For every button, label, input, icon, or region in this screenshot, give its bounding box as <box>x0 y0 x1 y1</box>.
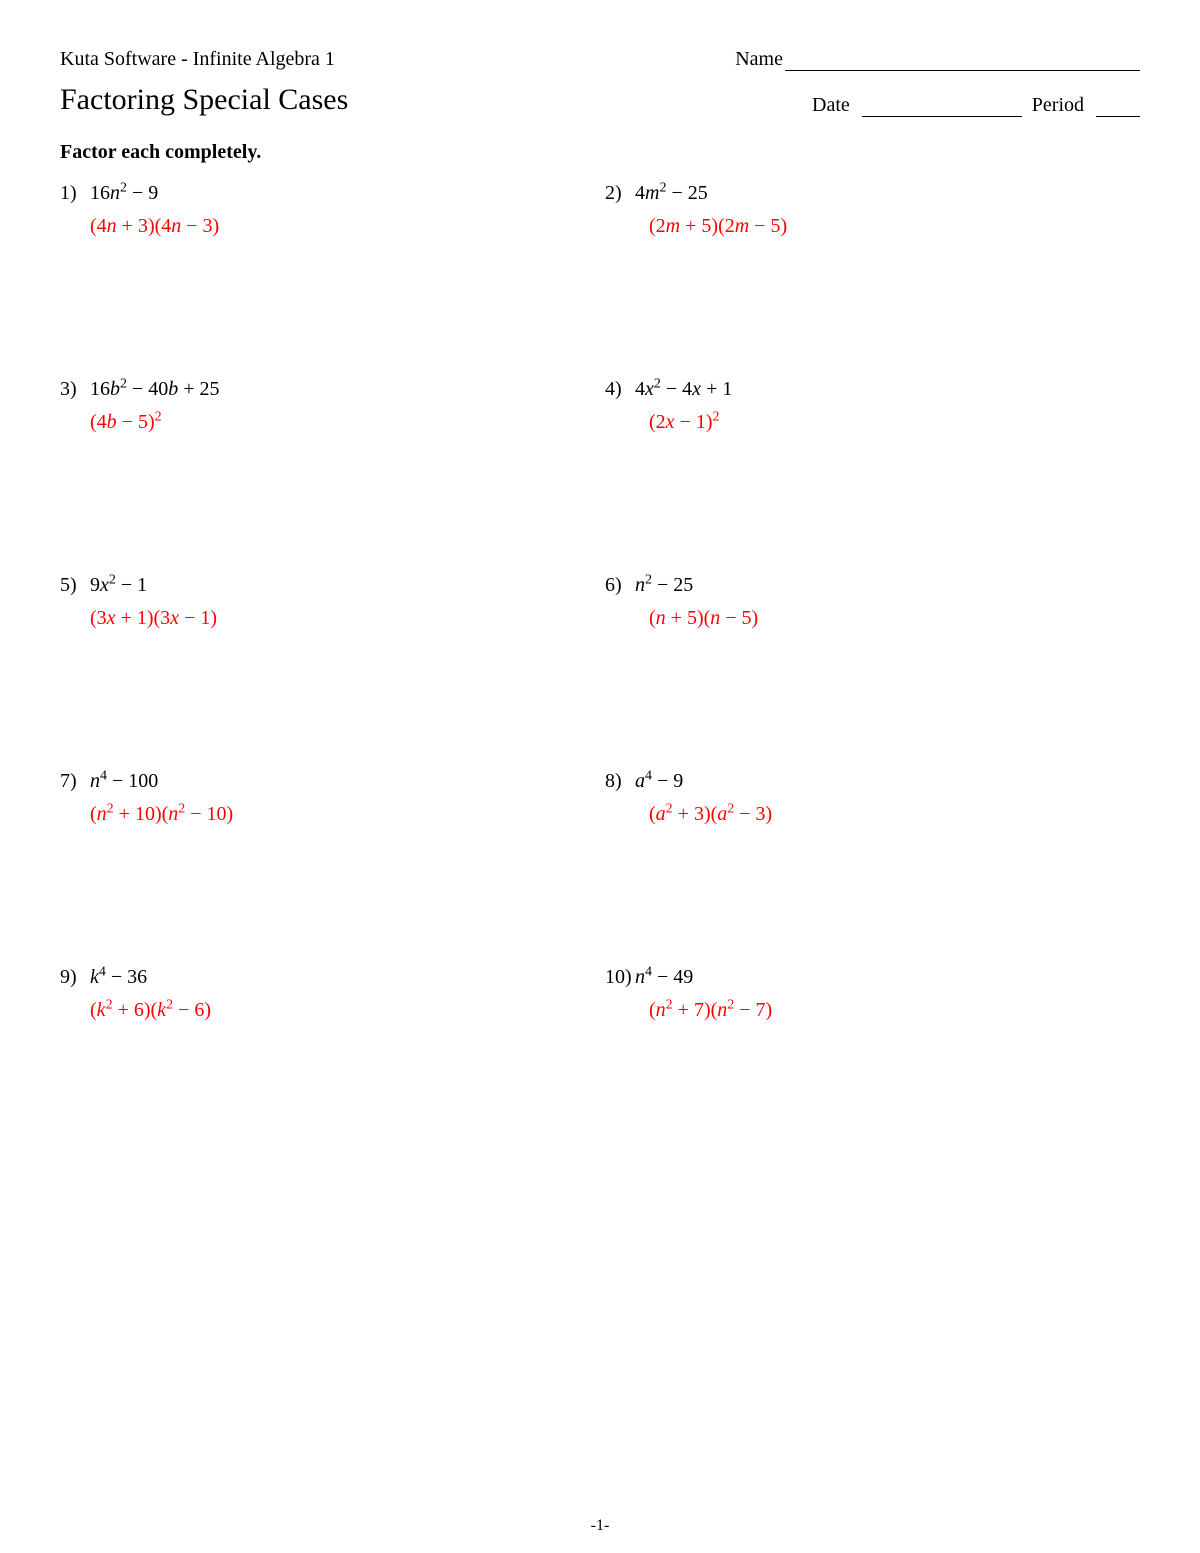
page-number: -1- <box>0 1517 1200 1535</box>
date-blank[interactable] <box>862 96 1022 117</box>
problem-expression: 16b2 − 40b + 25 <box>90 378 220 401</box>
problem-answer: (4b − 5)2 <box>90 411 595 434</box>
problem-number: 6) <box>605 574 635 597</box>
problem-answer: (a2 + 3)(a2 − 3) <box>649 803 1140 826</box>
problem: 7)n4 − 100 (n2 + 10)(n2 − 10) <box>60 770 595 826</box>
date-label: Date <box>812 94 850 117</box>
problem-expression: k4 − 36 <box>90 966 147 989</box>
problem: 9)k4 − 36 (k2 + 6)(k2 − 6) <box>60 966 595 1022</box>
problem-number: 8) <box>605 770 635 793</box>
problem-expression: n4 − 100 <box>90 770 158 793</box>
name-blank[interactable] <box>785 50 1140 71</box>
question-line: 6)n2 − 25 <box>605 574 1140 597</box>
problem-expression: 9x2 − 1 <box>90 574 147 597</box>
problem-number: 10) <box>605 966 635 989</box>
problem: 5)9x2 − 1 (3x + 1)(3x − 1) <box>60 574 595 630</box>
page-title: Factoring Special Cases <box>60 83 348 117</box>
problem-answer: (k2 + 6)(k2 − 6) <box>90 999 595 1022</box>
software-name: Kuta Software - Infinite Algebra 1 <box>60 48 335 71</box>
problem: 10)n4 − 49 (n2 + 7)(n2 − 7) <box>605 966 1140 1022</box>
problem: 8)a4 − 9 (a2 + 3)(a2 − 3) <box>605 770 1140 826</box>
question-line: 9)k4 − 36 <box>60 966 595 989</box>
problem-number: 3) <box>60 378 90 401</box>
problem-number: 4) <box>605 378 635 401</box>
problem-expression: n2 − 25 <box>635 574 693 597</box>
problem-answer: (2m + 5)(2m − 5) <box>649 215 1140 238</box>
period-blank[interactable] <box>1096 96 1140 117</box>
problem: 3)16b2 − 40b + 25 (4b − 5)2 <box>60 378 595 434</box>
name-label: Name <box>735 48 783 71</box>
question-line: 1)16n2 − 9 <box>60 182 595 205</box>
problem-answer: (n2 + 7)(n2 − 7) <box>649 999 1140 1022</box>
problem-expression: 4x2 − 4x + 1 <box>635 378 732 401</box>
problem-answer: (4n + 3)(4n − 3) <box>90 215 595 238</box>
question-line: 2)4m2 − 25 <box>605 182 1140 205</box>
question-line: 5)9x2 − 1 <box>60 574 595 597</box>
name-field-group: Name <box>735 48 1140 71</box>
problem-expression: a4 − 9 <box>635 770 683 793</box>
instructions: Factor each completely. <box>60 141 1140 164</box>
problem-number: 9) <box>60 966 90 989</box>
problem: 2)4m2 − 25 (2m + 5)(2m − 5) <box>605 182 1140 238</box>
header-row: Kuta Software - Infinite Algebra 1 Name <box>60 48 1140 71</box>
problem-number: 1) <box>60 182 90 205</box>
problem: 1)16n2 − 9 (4n + 3)(4n − 3) <box>60 182 595 238</box>
problem-answer: (n + 5)(n − 5) <box>649 607 1140 630</box>
problem-number: 2) <box>605 182 635 205</box>
problem-answer: (3x + 1)(3x − 1) <box>90 607 595 630</box>
date-period-group: Date Period <box>812 94 1140 117</box>
problem-answer: (2x − 1)2 <box>649 411 1140 434</box>
problem-expression: n4 − 49 <box>635 966 693 989</box>
period-label: Period <box>1032 94 1084 117</box>
question-line: 7)n4 − 100 <box>60 770 595 793</box>
problem-answer: (n2 + 10)(n2 − 10) <box>90 803 595 826</box>
worksheet-page: Kuta Software - Infinite Algebra 1 Name … <box>0 0 1200 1553</box>
question-line: 10)n4 − 49 <box>605 966 1140 989</box>
question-line: 8)a4 − 9 <box>605 770 1140 793</box>
problem-expression: 4m2 − 25 <box>635 182 708 205</box>
problem-number: 5) <box>60 574 90 597</box>
question-line: 4)4x2 − 4x + 1 <box>605 378 1140 401</box>
problems-grid: 1)16n2 − 9 (4n + 3)(4n − 3) 2)4m2 − 25 (2m … <box>60 182 1140 1022</box>
title-row: Factoring Special Cases Date Period <box>60 83 1140 117</box>
problem-expression: 16n2 − 9 <box>90 182 158 205</box>
problem-number: 7) <box>60 770 90 793</box>
question-line: 3)16b2 − 40b + 25 <box>60 378 595 401</box>
problem: 6)n2 − 25 (n + 5)(n − 5) <box>605 574 1140 630</box>
problem: 4)4x2 − 4x + 1 (2x − 1)2 <box>605 378 1140 434</box>
